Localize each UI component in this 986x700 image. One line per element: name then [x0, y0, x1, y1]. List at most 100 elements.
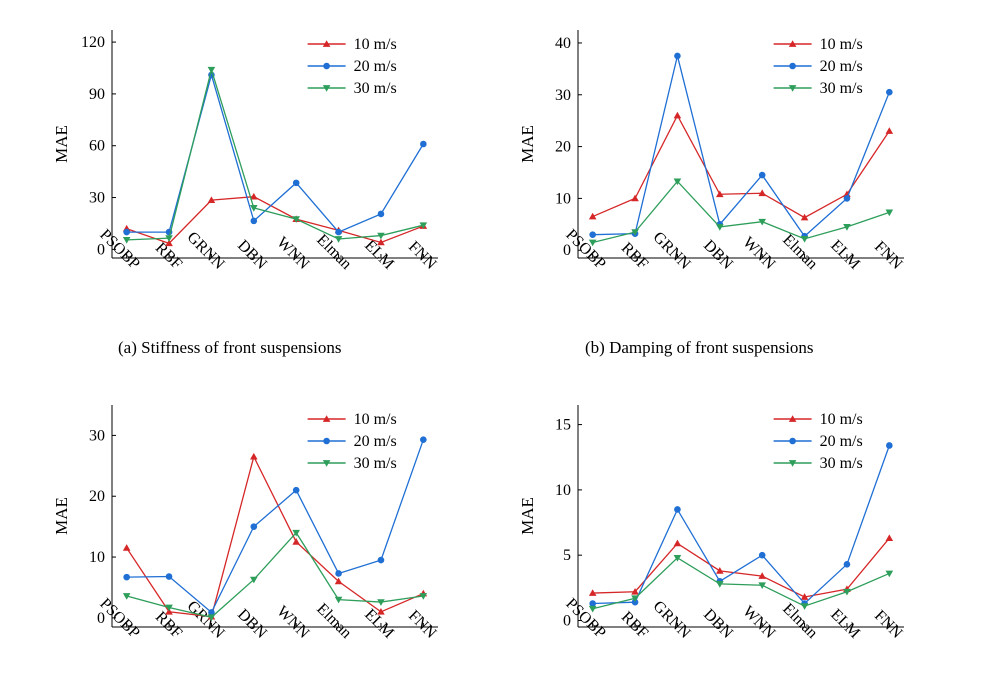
data-point: [122, 593, 131, 600]
x-tick-label: WNN: [739, 234, 778, 273]
series-line: [592, 55, 890, 238]
x-tick-label: FNN: [405, 607, 440, 642]
data-point: [631, 229, 639, 236]
data-point: [589, 231, 596, 238]
series-line: [126, 67, 424, 241]
data-point: [673, 111, 682, 119]
x-tick-label: GRNN: [650, 598, 694, 642]
y-tick-label: 10: [89, 549, 105, 566]
data-point: [419, 222, 428, 229]
data-point: [716, 224, 724, 231]
x-tick-label: DBN: [700, 606, 736, 642]
legend-label: 20 m/s: [820, 58, 863, 75]
data-point: [758, 189, 766, 197]
data-point: [377, 556, 385, 564]
data-point: [800, 593, 809, 600]
series-line: [592, 114, 890, 219]
series-line: [592, 445, 890, 605]
data-point: [589, 600, 596, 607]
x-tick-label: GRNN: [184, 229, 228, 273]
y-tick-label: 10: [555, 482, 571, 499]
data-point: [165, 239, 173, 247]
data-point: [377, 607, 385, 615]
data-point: [758, 218, 766, 226]
data-point: [335, 228, 342, 236]
legend-label: 10 m/s: [820, 36, 863, 53]
legend-label: 30 m/s: [354, 80, 397, 97]
data-point: [377, 238, 385, 246]
y-tick-label: 60: [89, 138, 105, 155]
x-tick-label: Elman: [313, 600, 355, 642]
legend-marker: [788, 460, 797, 467]
data-point: [122, 544, 131, 551]
data-point: [250, 217, 258, 225]
series-line: [592, 180, 890, 244]
x-tick-label: DBN: [234, 237, 270, 273]
data-point: [250, 576, 258, 584]
data-point: [800, 603, 809, 610]
series-line: [592, 537, 890, 598]
data-point: [885, 570, 894, 578]
y-axis-label: MAE: [52, 125, 71, 163]
legend-marker: [322, 460, 331, 467]
data-point: [588, 212, 597, 220]
data-point: [843, 224, 851, 231]
data-point: [292, 179, 300, 187]
data-point: [420, 436, 427, 443]
series-line: [592, 556, 890, 610]
data-point: [250, 452, 258, 460]
y-tick-label: 15: [555, 417, 571, 434]
y-axis-label: MAE: [518, 125, 537, 163]
legend-marker: [788, 85, 797, 92]
x-tick-label: GRNN: [184, 598, 228, 642]
data-point: [843, 195, 851, 202]
x-tick-label: WNN: [273, 234, 312, 273]
caption-a: (a) Stiffness of front suspensions: [118, 338, 342, 357]
data-point: [123, 228, 130, 236]
x-tick-label: WNN: [739, 603, 778, 642]
data-point: [334, 596, 343, 604]
legend-label: 10 m/s: [354, 36, 397, 53]
y-tick-label: 40: [555, 35, 571, 52]
data-point: [377, 210, 385, 218]
legend-marker: [789, 437, 796, 445]
data-point: [377, 599, 385, 606]
data-point: [250, 192, 258, 200]
data-point: [588, 239, 597, 247]
data-point: [758, 572, 766, 579]
series-line: [126, 196, 424, 245]
data-point: [885, 534, 894, 542]
y-tick-label: 30: [89, 427, 105, 444]
legend-marker: [322, 85, 331, 92]
x-tick-label: RBF: [618, 608, 651, 641]
legend-marker: [322, 40, 331, 47]
x-tick-label: ELM: [827, 606, 863, 642]
data-point: [673, 178, 682, 186]
y-tick-label: 0: [563, 242, 571, 259]
data-point: [335, 570, 342, 577]
series-line: [126, 72, 424, 233]
data-point: [886, 88, 893, 96]
data-point: [631, 598, 639, 606]
data-point: [716, 567, 724, 574]
data-point: [885, 127, 894, 134]
x-tick-label: FNN: [405, 238, 440, 273]
data-point: [250, 523, 258, 530]
legend-label: 10 m/s: [354, 411, 397, 428]
legend-marker: [322, 415, 331, 422]
series-line: [126, 454, 424, 618]
y-tick-label: 0: [97, 241, 105, 258]
legend-label: 20 m/s: [354, 433, 397, 450]
data-point: [758, 551, 766, 559]
data-point: [886, 442, 893, 449]
data-point: [292, 216, 300, 223]
y-axis-label: MAE: [52, 497, 71, 535]
x-tick-label: Elman: [779, 600, 821, 642]
data-point: [885, 209, 894, 217]
legend-label: 30 m/s: [820, 455, 863, 472]
legend-label: 30 m/s: [354, 455, 397, 472]
legend-marker: [323, 437, 330, 445]
x-tick-label: FNN: [871, 238, 906, 273]
